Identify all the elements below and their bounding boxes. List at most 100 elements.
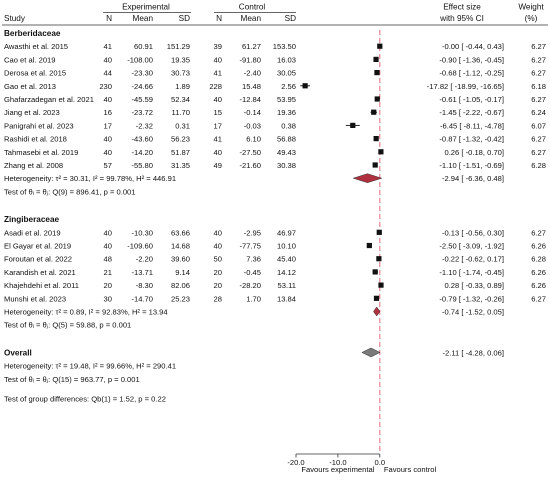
mean-control: 1.70 bbox=[246, 294, 261, 303]
mean-control: -12.84 bbox=[239, 95, 261, 104]
mean-experimental: -43.60 bbox=[131, 135, 153, 144]
n-control: 17 bbox=[214, 121, 222, 130]
mean-control: -77.75 bbox=[239, 242, 261, 251]
effect-ci-text: -17.82 [ -18.99, -16.65] bbox=[427, 82, 504, 91]
effect-ci-text: -1.10 [ -1.51, -0.69] bbox=[439, 161, 504, 170]
effect-ci-text: -0.79 [ -1.32, -0.26] bbox=[439, 294, 504, 303]
header-experimental: Experimental bbox=[122, 3, 170, 12]
sd-experimental: 151.29 bbox=[167, 42, 190, 51]
effect-marker bbox=[378, 149, 384, 155]
effect-ci-text: -0.13 [ -0.56, 0.30] bbox=[442, 228, 504, 237]
mean-experimental: -55.80 bbox=[131, 161, 153, 170]
sd-experimental: 56.23 bbox=[171, 135, 190, 144]
effect-marker bbox=[372, 269, 378, 275]
effect-ci-text: -0.90 [ -1.36, -0.45] bbox=[439, 55, 504, 64]
effect-marker bbox=[377, 43, 383, 49]
mean-experimental: -23.30 bbox=[131, 69, 153, 78]
effect-marker bbox=[366, 242, 372, 249]
mean-control: -0.45 bbox=[244, 268, 261, 277]
mean-control: -21.60 bbox=[239, 161, 261, 170]
sd-control: 153.50 bbox=[273, 42, 296, 51]
sd-experimental: 11.70 bbox=[172, 108, 190, 117]
study-label: Derosa et al. 2015 bbox=[4, 69, 66, 78]
heterogeneity-text: Heterogeneity: τ² = 30.31, I² = 99.78%, … bbox=[4, 174, 176, 183]
pooled-ci-text: -0.74 [ -1.52, 0.05] bbox=[442, 308, 504, 317]
weight-value: 6.28 bbox=[531, 161, 546, 170]
favours-control-label: Favours control bbox=[384, 465, 437, 474]
header-mean-exp: Mean bbox=[133, 14, 154, 23]
effect-marker bbox=[302, 83, 308, 89]
n-control: 15 bbox=[214, 108, 222, 117]
header-mean-ctl: Mean bbox=[241, 14, 262, 23]
effect-marker bbox=[350, 122, 356, 128]
overall-title: Overall bbox=[4, 348, 32, 357]
study-label: Asadi et al. 2019 bbox=[4, 228, 61, 237]
n-control: 41 bbox=[214, 135, 222, 144]
header-n-ctl: N bbox=[216, 14, 222, 23]
header-sd-ctl: SD bbox=[285, 14, 296, 23]
study-label: Panigrahi et al. 2023 bbox=[4, 121, 74, 130]
study-label: Jiang et al. 2023 bbox=[4, 108, 60, 117]
mean-control: -28.20 bbox=[239, 281, 261, 290]
n-experimental: 48 bbox=[104, 255, 112, 264]
n-control: 40 bbox=[214, 148, 222, 157]
sd-control: 19.36 bbox=[277, 108, 296, 117]
weight-value: 6.27 bbox=[531, 135, 546, 144]
effect-ci-text: -0.00 [ -0.44, 0.43] bbox=[442, 42, 504, 51]
study-label: Karandish et al. 2021 bbox=[4, 268, 76, 277]
n-experimental: 40 bbox=[104, 135, 112, 144]
effect-marker bbox=[376, 229, 382, 235]
weight-value: 6.27 bbox=[531, 228, 546, 237]
n-control: 20 bbox=[214, 281, 222, 290]
mean-control: -27.50 bbox=[239, 148, 261, 157]
header-weight: Weight bbox=[518, 3, 544, 12]
mean-experimental: -14.70 bbox=[131, 294, 153, 303]
mean-experimental: -14.20 bbox=[131, 148, 153, 157]
sd-experimental: 30.73 bbox=[171, 69, 190, 78]
header-study: Study bbox=[4, 14, 26, 23]
effect-marker bbox=[374, 96, 380, 102]
header-ci: with 95% CI bbox=[439, 14, 484, 23]
study-label: Foroutan et al. 2022 bbox=[4, 255, 72, 264]
sd-control: 53.11 bbox=[278, 281, 296, 290]
n-control: 228 bbox=[209, 82, 222, 91]
weight-value: 6.27 bbox=[531, 148, 546, 157]
n-experimental: 57 bbox=[104, 161, 112, 170]
x-tick-label: -20.0 bbox=[287, 458, 304, 467]
sd-control: 10.10 bbox=[277, 242, 296, 251]
n-control: 40 bbox=[214, 228, 222, 237]
header-effect-size: Effect size bbox=[443, 3, 481, 12]
weight-value: 6.27 bbox=[531, 69, 546, 78]
effect-marker bbox=[372, 162, 378, 168]
mean-experimental: -23.72 bbox=[131, 108, 153, 117]
pooled-diamond bbox=[352, 173, 383, 183]
n-experimental: 40 bbox=[104, 95, 112, 104]
study-label: Munshi et al. 2023 bbox=[4, 294, 66, 303]
weight-value: 6.27 bbox=[531, 55, 546, 64]
n-control: 49 bbox=[214, 161, 222, 170]
n-control: 40 bbox=[214, 242, 222, 251]
study-label: Zhang et al. 2008 bbox=[4, 161, 63, 170]
sd-experimental: 63.66 bbox=[171, 228, 190, 237]
mean-experimental: -108.00 bbox=[127, 55, 153, 64]
weight-value: 6.24 bbox=[531, 108, 546, 117]
study-label: Khajehdehi et al. 2011 bbox=[4, 281, 79, 290]
study-label: Gao et al. 2013 bbox=[4, 82, 56, 91]
weight-value: 6.18 bbox=[531, 82, 546, 91]
mean-experimental: -2.20 bbox=[136, 255, 153, 264]
effect-ci-text: -1.10 [ -1.74, -0.45] bbox=[439, 268, 504, 277]
sd-experimental: 19.35 bbox=[171, 55, 190, 64]
weight-value: 6.27 bbox=[531, 42, 546, 51]
n-experimental: 40 bbox=[104, 228, 112, 237]
sd-control: 30.38 bbox=[277, 161, 296, 170]
sd-control: 16.03 bbox=[277, 55, 296, 64]
mean-experimental: -109.60 bbox=[127, 242, 153, 251]
group-differences-text: Test of group differences: Qb(1) = 1.52,… bbox=[4, 395, 166, 404]
effect-ci-text: -2.50 [ -3.09, -1.92] bbox=[439, 242, 504, 251]
subgroup-title: Berberidaceae bbox=[4, 29, 61, 38]
mean-experimental: -10.30 bbox=[131, 228, 153, 237]
rows-layer: Berberidaceae Awasthi et al. 2015 41 60.91 1… bbox=[4, 29, 546, 404]
effect-ci-text: -0.22 [ -0.62, 0.17] bbox=[442, 255, 504, 264]
mean-control: 15.48 bbox=[242, 82, 261, 91]
